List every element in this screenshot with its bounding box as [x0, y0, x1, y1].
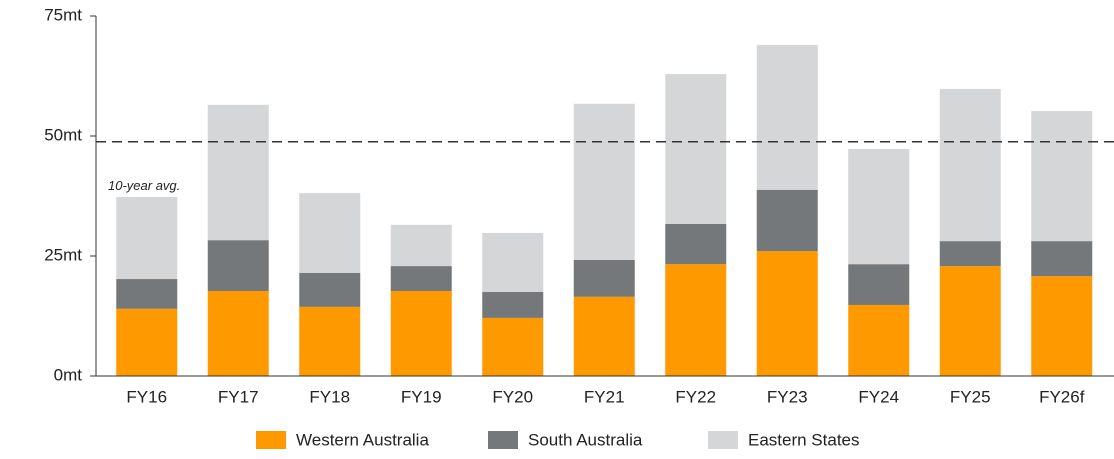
- bar-segment: [482, 292, 544, 318]
- bar-segment: [299, 272, 361, 307]
- bar-segment: [1031, 241, 1093, 277]
- y-tick-label: 75mt: [44, 5, 82, 24]
- bar-segment: [939, 241, 1001, 267]
- y-tick-label: 25mt: [44, 245, 82, 264]
- bar-segment: [390, 266, 452, 292]
- bar-segment: [573, 103, 635, 260]
- bar-segment: [848, 148, 910, 265]
- legend-label: Western Australia: [296, 430, 429, 449]
- bar-segment: [116, 196, 178, 280]
- y-tick-label: 50mt: [44, 125, 82, 144]
- bar-segment: [207, 240, 269, 292]
- bar-segment: [756, 44, 818, 190]
- x-tick-label: FY21: [584, 387, 625, 406]
- bar-segment: [1031, 111, 1093, 242]
- x-tick-label: FY17: [218, 387, 259, 406]
- bar-segment: [573, 296, 635, 376]
- bar-segment: [1031, 276, 1093, 376]
- x-tick-label: FY20: [492, 387, 533, 406]
- bar-segment: [116, 279, 178, 309]
- bar-segment: [207, 291, 269, 376]
- legend-label: South Australia: [528, 430, 643, 449]
- average-label: 10-year avg.: [108, 178, 180, 193]
- bar-segment: [573, 259, 635, 297]
- bar-segment: [116, 308, 178, 376]
- bar-segment: [665, 264, 727, 376]
- bar-segment: [665, 223, 727, 265]
- bar-segment: [482, 232, 544, 292]
- x-tick-label: FY24: [858, 387, 899, 406]
- y-tick-label: 0mt: [54, 365, 83, 384]
- bar-segment: [207, 104, 269, 241]
- bar-segment: [665, 74, 727, 224]
- bar-segment: [482, 317, 544, 376]
- legend-label: Eastern States: [748, 430, 860, 449]
- bar-segment: [756, 189, 818, 252]
- bar-segment: [299, 193, 361, 273]
- x-tick-label: FY25: [950, 387, 991, 406]
- x-tick-label: FY18: [309, 387, 350, 406]
- bar-segment: [848, 304, 910, 376]
- legend-swatch: [488, 431, 518, 449]
- legend-swatch: [708, 431, 738, 449]
- legend-swatch: [256, 431, 286, 449]
- bar-segment: [299, 306, 361, 376]
- bar-segment: [390, 224, 452, 267]
- bar-segment: [390, 291, 452, 376]
- x-tick-label: FY16: [126, 387, 167, 406]
- x-tick-label: FY26f: [1039, 387, 1085, 406]
- x-tick-label: FY19: [401, 387, 442, 406]
- bar-segment: [848, 264, 910, 305]
- bar-segment: [939, 266, 1001, 376]
- bar-segment: [939, 88, 1001, 242]
- x-tick-label: FY22: [675, 387, 716, 406]
- x-tick-label: FY23: [767, 387, 808, 406]
- bar-segment: [756, 251, 818, 376]
